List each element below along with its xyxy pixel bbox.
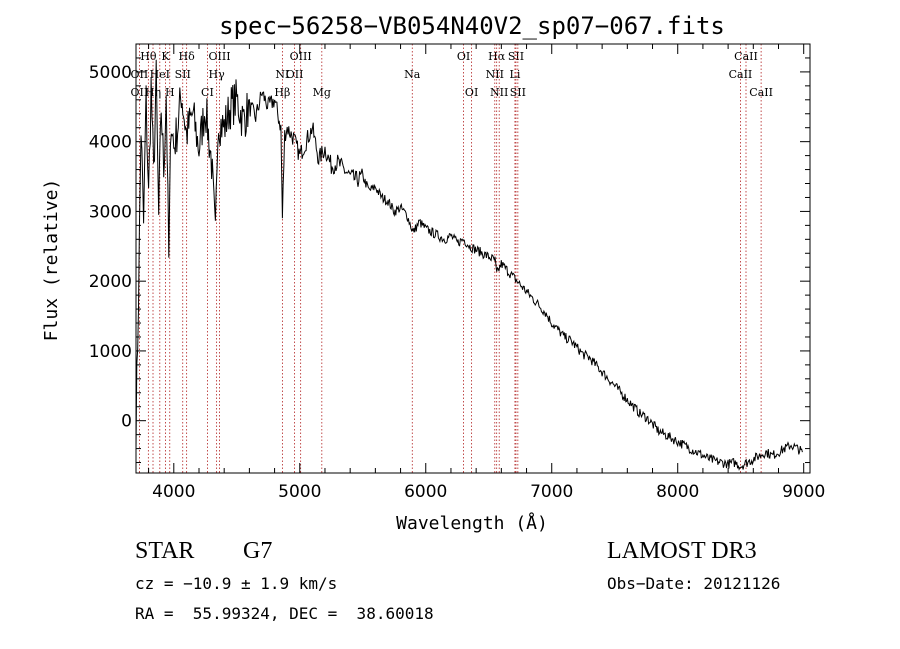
plot-frame <box>135 43 811 474</box>
line-label: OIII <box>290 50 312 63</box>
line-label: CaII <box>729 68 753 81</box>
line-label: Hθ <box>140 50 157 63</box>
line-label: HeI <box>150 68 170 81</box>
x-axis-label: Wavelength (Å) <box>396 512 548 534</box>
line-label: CaII <box>734 50 758 63</box>
redshift-velocity: cz = −10.9 ± 1.9 km/s <box>135 574 338 593</box>
chart-title: spec−56258−VB054N40V2_sp07−067.fits <box>219 12 725 40</box>
line-label: Hβ <box>274 86 290 99</box>
y-tick-label: 5000 <box>89 63 132 83</box>
x-tick-label: 6000 <box>404 482 447 502</box>
line-label: K <box>161 50 170 63</box>
y-tick-label: 1000 <box>89 342 132 362</box>
x-tick-label: 8000 <box>656 482 699 502</box>
line-label: OI <box>465 86 478 99</box>
flux-line <box>135 59 803 471</box>
line-label: Hδ <box>179 50 196 63</box>
line-label: NI <box>275 68 289 81</box>
line-label: OII <box>131 68 149 81</box>
object-class: STAR <box>135 538 195 564</box>
y-tick-label: 4000 <box>89 133 132 153</box>
flux-series <box>135 59 803 471</box>
line-label: Li <box>510 68 521 81</box>
line-label: Hγ <box>209 68 226 81</box>
line-label: SII <box>175 68 191 81</box>
line-label: CaII <box>749 86 773 99</box>
line-label: OII <box>131 86 149 99</box>
y-axis-label: Flux (relative) <box>41 179 62 342</box>
y-tick-label: 2000 <box>89 272 132 292</box>
line-label: SII <box>508 50 524 63</box>
y-tick-label: 3000 <box>89 202 132 222</box>
x-tick-label: 9000 <box>782 482 825 502</box>
survey-name: LAMOST DR3 <box>607 538 757 564</box>
spectrum-chart: spec−56258−VB054N40V2_sp07−067.fits Hθ K H… <box>41 12 825 534</box>
y-tick-label: 0 <box>121 412 132 432</box>
x-tick-label: 7000 <box>530 482 573 502</box>
line-label: OI <box>457 50 470 63</box>
line-label: H <box>165 86 175 99</box>
line-label: OIII <box>208 50 230 63</box>
line-label: CI <box>201 86 214 99</box>
line-label: Hη <box>145 86 161 99</box>
coordinates: RA = 55.99324, DEC = 38.60018 <box>135 604 434 623</box>
observation-date: Obs−Date: 20121126 <box>607 574 781 593</box>
axis-ticks: 4000 5000 6000 7000 8000 9000 0 1000 2000 3000 400… <box>89 44 825 502</box>
line-label: OII <box>286 68 304 81</box>
line-label: SII <box>510 86 526 99</box>
x-tick-label: 5000 <box>278 482 321 502</box>
line-label: Mg <box>313 86 331 99</box>
x-tick-label: 4000 <box>152 482 195 502</box>
line-label: NII <box>490 86 508 99</box>
line-label: Hα <box>488 50 506 63</box>
line-label: Na <box>404 68 421 81</box>
object-subclass: G7 <box>243 538 273 564</box>
line-label: NII <box>486 68 504 81</box>
